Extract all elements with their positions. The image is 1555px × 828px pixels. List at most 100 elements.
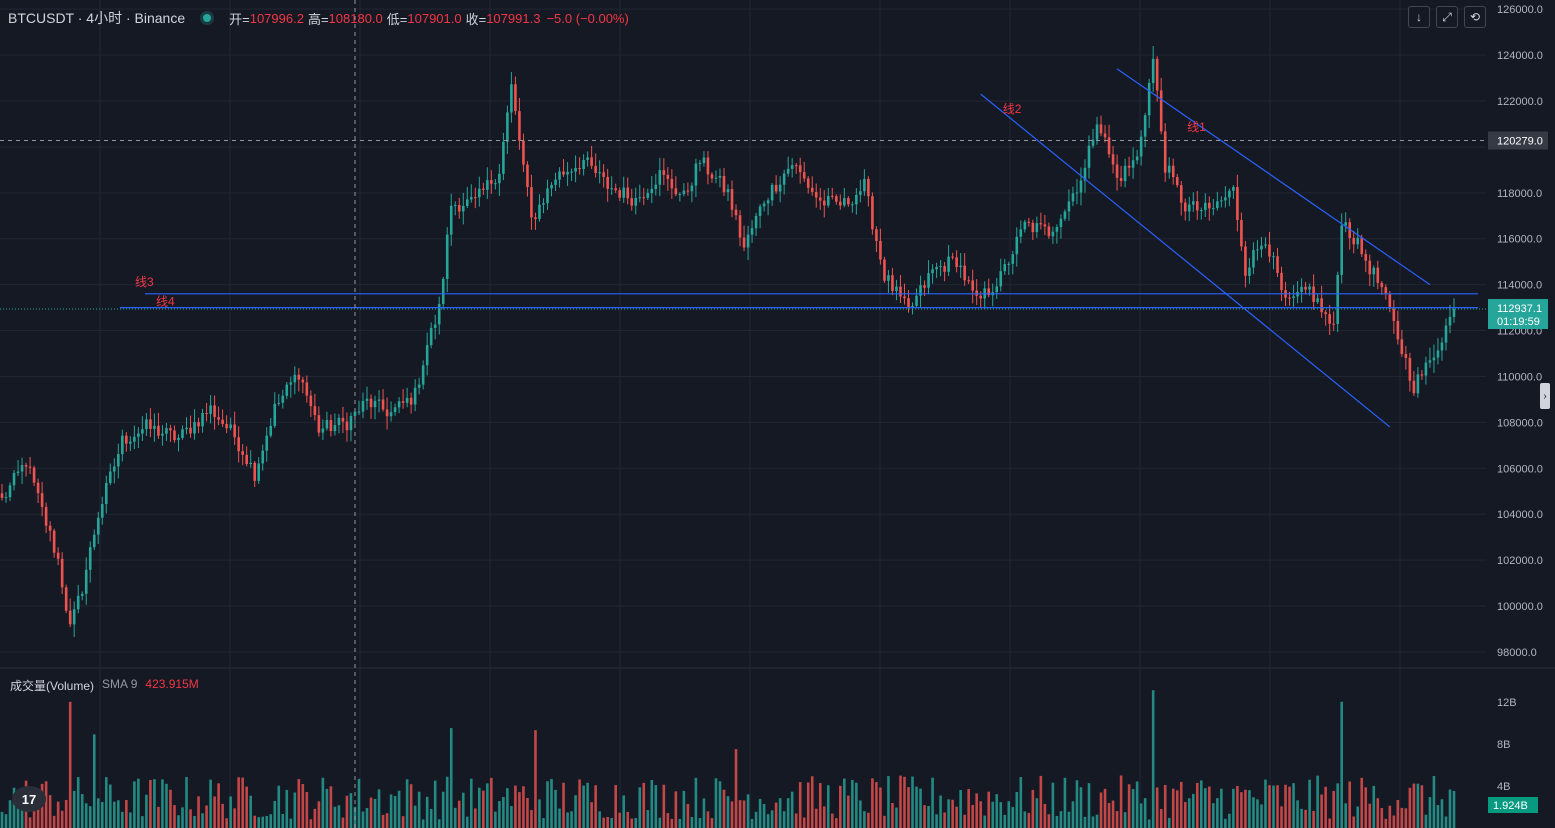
volume-bar (566, 812, 569, 828)
volume-bar (1208, 786, 1211, 828)
volume-bar (1448, 789, 1452, 828)
candle-body (333, 425, 337, 432)
volume-bar (161, 779, 164, 828)
volume-bar (1436, 805, 1440, 828)
candle-body (834, 196, 838, 202)
volume-bar (437, 819, 441, 828)
candle-body (1204, 202, 1207, 211)
volume-bar (1408, 787, 1412, 828)
candle-body (40, 493, 44, 507)
candle-body (453, 205, 457, 207)
volume-bar (1264, 779, 1267, 828)
candle-body (349, 415, 353, 431)
candle-body (329, 419, 333, 432)
candle-body (482, 188, 485, 190)
volume-bar (297, 779, 301, 828)
volume-bar (1011, 807, 1015, 828)
volume-bar (133, 781, 136, 828)
scale-expander-chevron-icon[interactable]: › (1540, 383, 1550, 409)
volume-bar (834, 818, 838, 828)
candle-body (341, 417, 345, 422)
candle-body (1380, 282, 1384, 288)
volume-bar (1376, 798, 1380, 828)
volume-bar (1055, 816, 1059, 828)
reset-chart-icon[interactable]: ⟲ (1464, 6, 1486, 28)
candle-body (1376, 267, 1380, 283)
volume-bar (1191, 793, 1195, 828)
symbol-title[interactable]: BTCUSDT · 4小时 · Binance (8, 10, 186, 26)
volume-bar (245, 786, 248, 828)
candle-body (413, 387, 417, 405)
volume-bar (939, 795, 942, 828)
volume-bar (786, 798, 790, 828)
candle-body (421, 365, 425, 385)
volume-bar (1212, 803, 1215, 828)
volume-bar (177, 815, 180, 828)
volume-bar (457, 800, 461, 828)
candle-body (742, 237, 746, 248)
candle-body (558, 171, 561, 180)
volume-bar (28, 817, 32, 828)
volume-bar (1027, 812, 1031, 828)
candle-body (233, 424, 236, 438)
volume-bar (1151, 690, 1155, 828)
candle-body (417, 384, 421, 388)
volume-bar (1019, 777, 1023, 828)
candle-body (145, 419, 148, 430)
volume-bar (766, 814, 770, 828)
volume-bar (1103, 788, 1107, 828)
volume-bar (634, 817, 638, 828)
candle-body (173, 430, 176, 441)
candle-body (646, 193, 650, 198)
volume-bar (357, 778, 361, 828)
volume-bar (995, 794, 999, 828)
candle-body (590, 157, 593, 166)
candle-body (1179, 185, 1183, 203)
volume-bar (967, 789, 970, 828)
candle-body (92, 534, 96, 548)
volume-bar (1067, 811, 1071, 828)
volume-bar (1380, 808, 1384, 828)
volume-bar (682, 790, 686, 828)
volume-bar (814, 808, 818, 828)
volume-bar (903, 776, 906, 828)
volume-bar (626, 811, 630, 828)
volume-bar (863, 811, 866, 828)
price-tick-label: 106000.0 (1497, 463, 1543, 475)
candle-body (626, 187, 630, 199)
candle-body (209, 405, 212, 414)
volume-bar (445, 776, 449, 828)
volume-bar (963, 814, 966, 828)
candle-body (1388, 293, 1392, 309)
volume-title[interactable]: 成交量(Volume) (10, 679, 95, 693)
candle-body (1240, 219, 1243, 247)
candle-body (301, 379, 305, 383)
candle-body (241, 451, 244, 455)
open-label: 开= (229, 11, 250, 27)
volume-bar (1135, 781, 1139, 828)
candle-body (730, 189, 734, 210)
candle-body (871, 196, 874, 230)
fullscreen-icon[interactable]: ⤢ (1436, 6, 1458, 28)
volume-bar (502, 796, 505, 828)
candle-body (1107, 137, 1111, 155)
candle-body (738, 215, 742, 238)
candle-body (714, 177, 718, 179)
candle-body (1368, 260, 1372, 275)
volume-bar (1304, 809, 1307, 828)
candle-body (205, 412, 208, 414)
candle-body (702, 157, 706, 164)
volume-bar (1224, 818, 1227, 828)
candle-body (325, 419, 329, 429)
candle-body (405, 397, 409, 403)
volume-bar (76, 777, 80, 828)
download-arrow-icon[interactable]: ↓ (1408, 6, 1430, 28)
tradingview-logo: 17 (12, 786, 46, 812)
candle-body (68, 610, 72, 625)
candle-body (891, 275, 894, 292)
volume-bar (361, 811, 365, 828)
candle-body (606, 176, 609, 189)
volume-bar (1220, 788, 1223, 828)
chart-header: BTCUSDT · 4小时 · Binance 开= 107996.2 高= 108… (8, 8, 629, 28)
